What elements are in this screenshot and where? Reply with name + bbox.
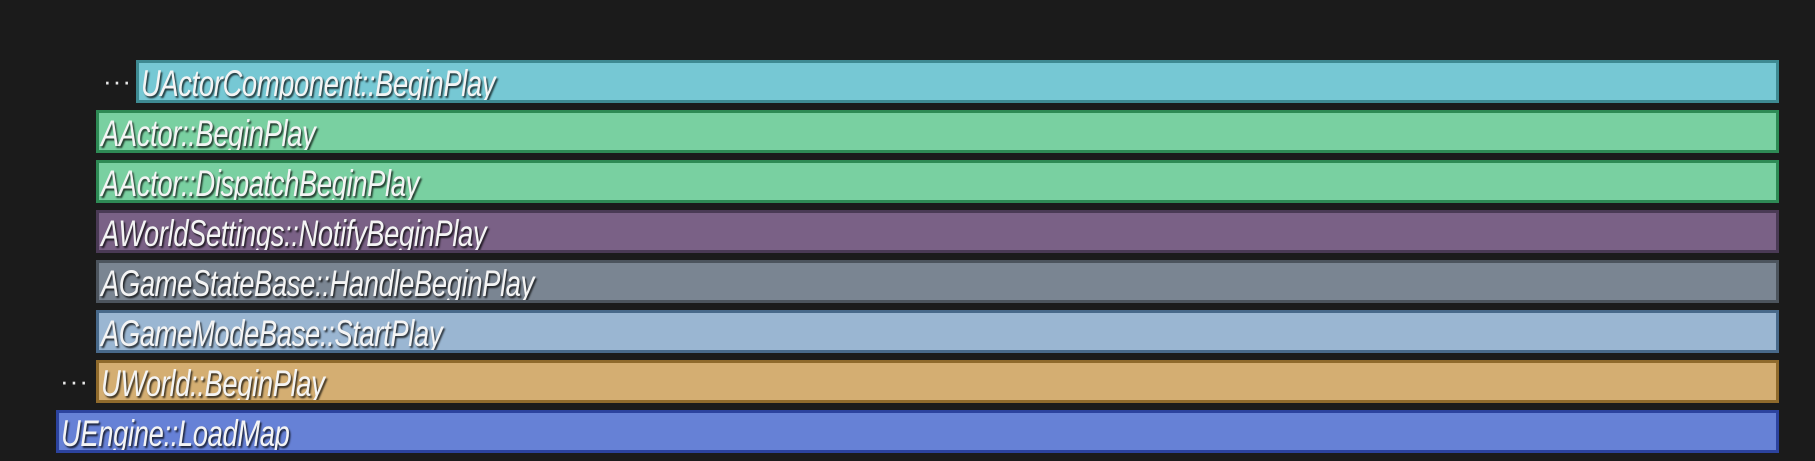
flame-frame-agamemodebase-startplay[interactable]: AGameModeBase::StartPlay — [96, 310, 1779, 353]
collapsed-frames-indicator[interactable]: ··· — [60, 366, 89, 396]
flame-frame-agamestatebase-handlebeginplay[interactable]: AGameStateBase::HandleBeginPlay — [96, 260, 1779, 303]
frame-label: AActor::DispatchBeginPlay — [101, 163, 419, 203]
flame-frame-uengine-loadmap[interactable]: UEngine::LoadMap — [56, 410, 1779, 453]
flame-frame-uactorcomponent-beginplay[interactable]: UActorComponent::BeginPlay — [136, 60, 1779, 103]
frame-label: AWorldSettings::NotifyBeginPlay — [101, 213, 487, 253]
flame-frame-uworld-beginplay[interactable]: UWorld::BeginPlay — [96, 360, 1779, 403]
frame-label: UEngine::LoadMap — [61, 413, 290, 453]
flame-frame-aactor-dispatchbeginplay[interactable]: AActor::DispatchBeginPlay — [96, 160, 1779, 203]
frame-label: UActorComponent::BeginPlay — [141, 63, 496, 103]
frame-label: AActor::BeginPlay — [101, 113, 316, 153]
collapsed-frames-indicator[interactable]: ··· — [103, 66, 132, 96]
frame-label: AGameModeBase::StartPlay — [101, 313, 443, 353]
frame-label: UWorld::BeginPlay — [101, 363, 325, 403]
frame-label: AGameStateBase::HandleBeginPlay — [101, 263, 534, 303]
flame-frame-aactor-beginplay[interactable]: AActor::BeginPlay — [96, 110, 1779, 153]
flame-frame-aworldsettings-notifybeginplay[interactable]: AWorldSettings::NotifyBeginPlay — [96, 210, 1779, 253]
